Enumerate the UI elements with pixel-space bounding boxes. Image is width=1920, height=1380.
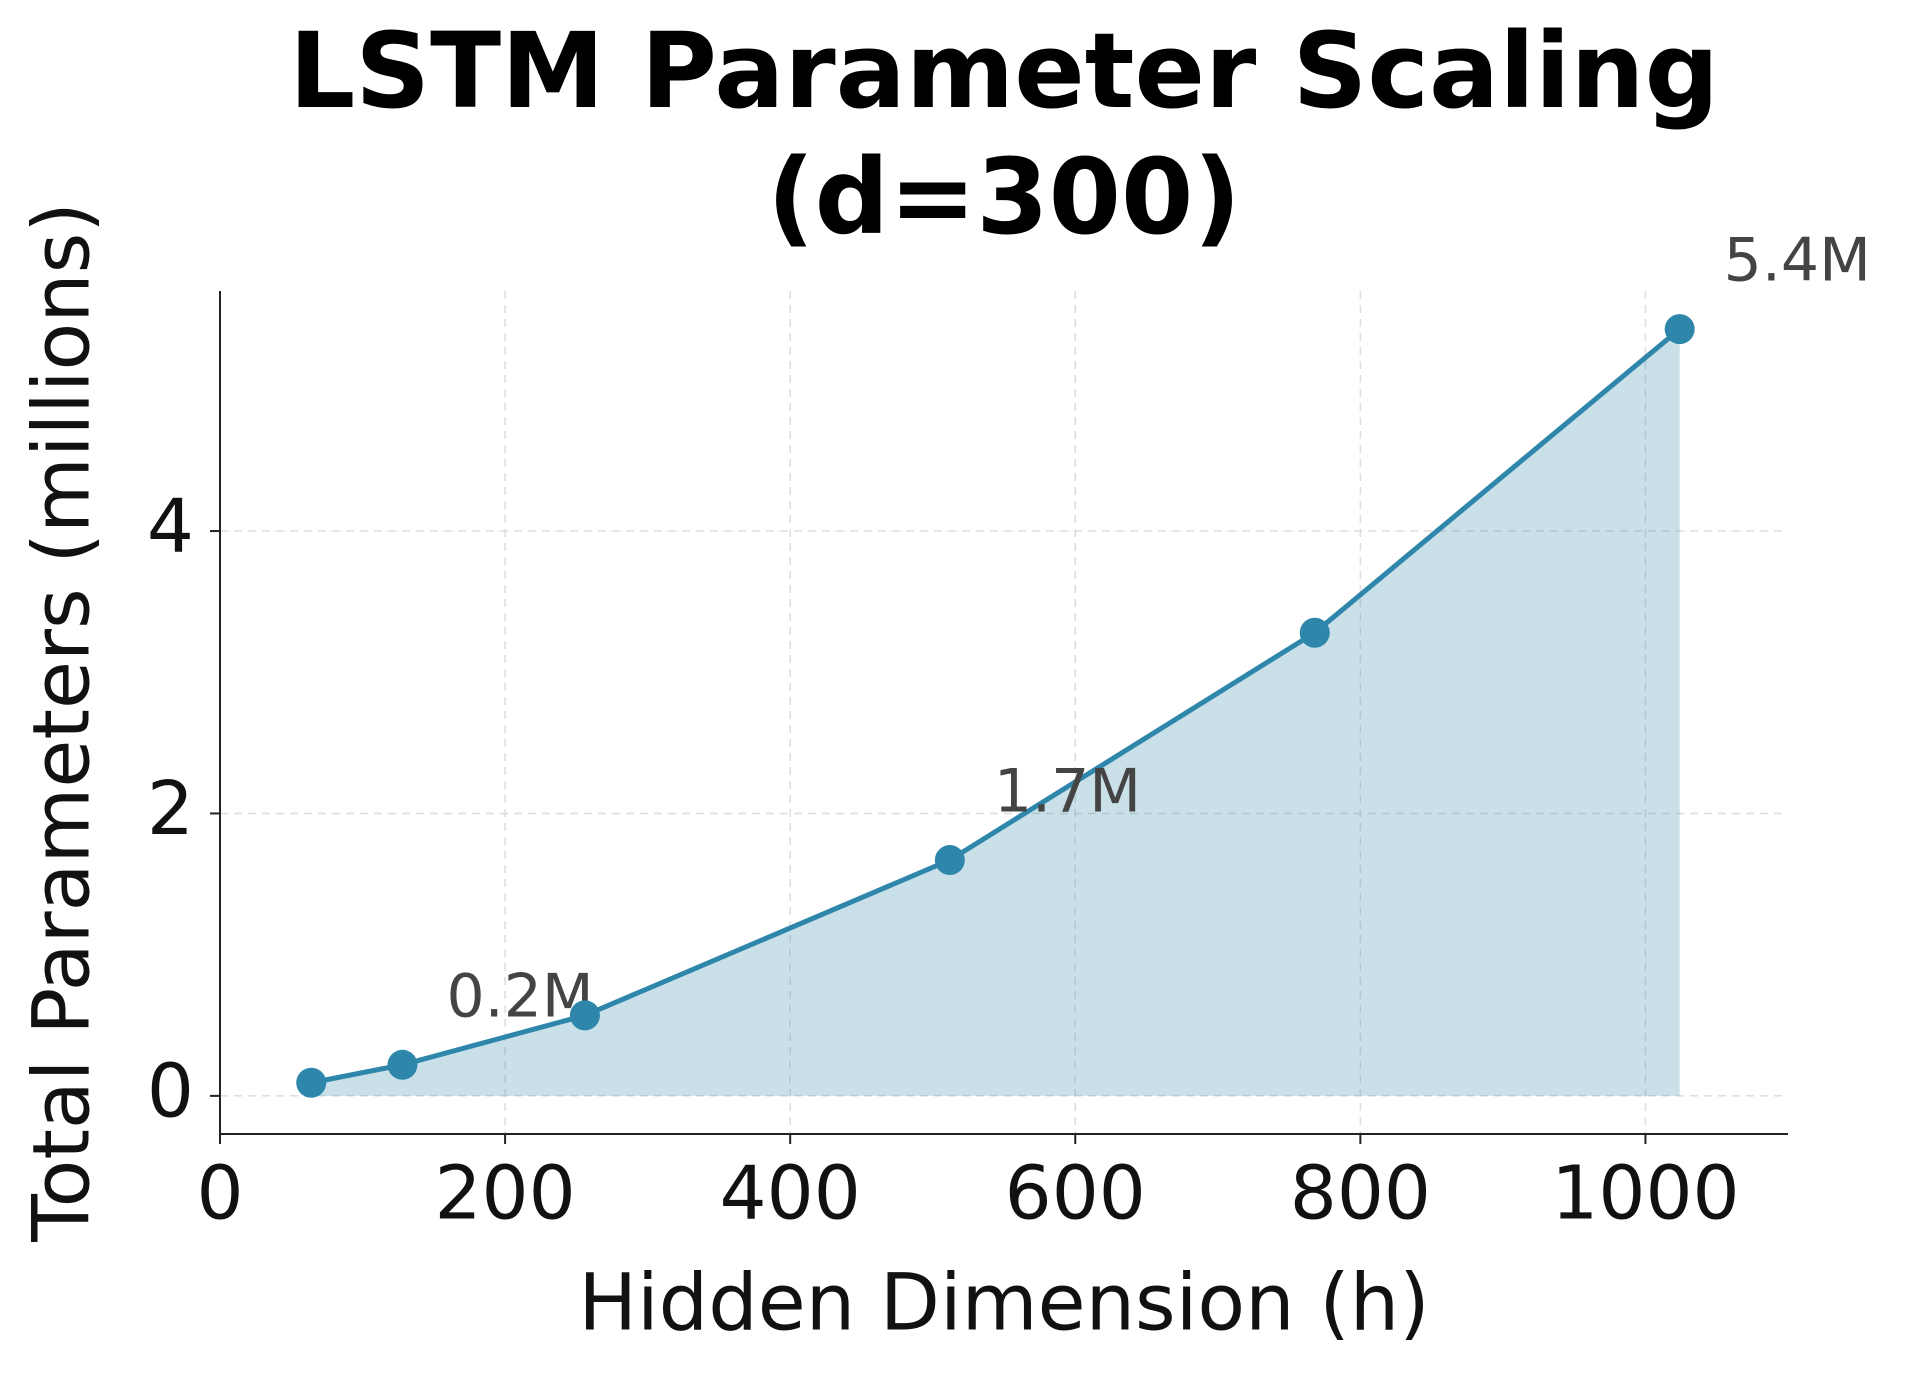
value-label: 1.7M bbox=[994, 757, 1141, 827]
point bbox=[296, 1067, 327, 1098]
y-axis-label: Total Parameters (millions) bbox=[17, 202, 107, 1243]
x-tick-label: 400 bbox=[720, 1151, 861, 1237]
y-tick-label: 4 bbox=[147, 484, 194, 570]
area bbox=[311, 329, 1680, 1096]
x-axis-label: Hidden Dimension (h) bbox=[578, 1258, 1429, 1348]
x-tick-label: 0 bbox=[196, 1151, 243, 1237]
line bbox=[310, 327, 1682, 1086]
x-tick-label: 800 bbox=[1290, 1151, 1431, 1237]
point bbox=[1299, 617, 1330, 648]
x-tick-label: 600 bbox=[1005, 1151, 1146, 1237]
x-tick-label: 1000 bbox=[1551, 1151, 1739, 1237]
point bbox=[387, 1049, 418, 1080]
point bbox=[569, 1000, 600, 1031]
x-tick-label: 200 bbox=[434, 1151, 575, 1237]
y-tick-label: 0 bbox=[147, 1048, 194, 1134]
chart-title: LSTM Parameter Scaling (d=300) bbox=[288, 10, 1720, 258]
value-label: 0.2M bbox=[446, 961, 593, 1031]
point bbox=[1664, 314, 1695, 345]
point bbox=[934, 845, 965, 876]
value-label: 5.4M bbox=[1724, 226, 1871, 296]
y-tick-label: 2 bbox=[147, 766, 194, 852]
